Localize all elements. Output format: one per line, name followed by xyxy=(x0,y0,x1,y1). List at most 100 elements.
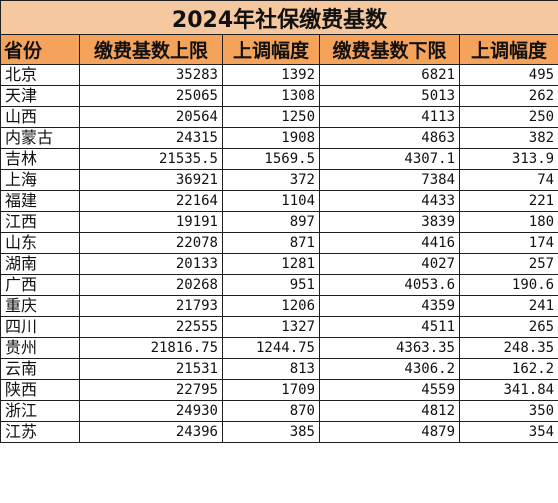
table-row: 四川 22555 1327 4511 265 xyxy=(0,316,558,338)
province-cell: 福建 xyxy=(0,190,80,212)
column-header-province: 省份 xyxy=(0,34,80,65)
province-cell: 贵州 xyxy=(0,337,80,359)
table-row: 天津 25065 1308 5013 262 xyxy=(0,85,558,107)
upper-limit-cell: 35283 xyxy=(79,64,223,86)
lower-increase-cell: 350 xyxy=(458,400,558,422)
upper-increase-cell: 1709 xyxy=(222,379,320,401)
lower-increase-cell: 250 xyxy=(458,106,558,128)
lower-increase-cell: 262 xyxy=(458,85,558,107)
upper-limit-cell: 20133 xyxy=(79,253,223,275)
province-cell: 浙江 xyxy=(0,400,80,422)
upper-limit-cell: 21816.75 xyxy=(79,337,223,359)
upper-limit-cell: 25065 xyxy=(79,85,223,107)
province-cell: 四川 xyxy=(0,316,80,338)
lower-limit-cell: 4359 xyxy=(319,295,460,317)
lower-limit-cell: 4113 xyxy=(319,106,460,128)
column-header-lower-limit: 缴费基数下限 xyxy=(319,34,460,65)
upper-increase-cell: 1244.75 xyxy=(222,337,320,359)
column-header-upper-limit: 缴费基数上限 xyxy=(79,34,223,65)
province-cell: 北京 xyxy=(0,64,80,86)
upper-increase-cell: 372 xyxy=(222,169,320,191)
lower-limit-cell: 4812 xyxy=(319,400,460,422)
upper-increase-cell: 1308 xyxy=(222,85,320,107)
upper-limit-cell: 22795 xyxy=(79,379,223,401)
table-row: 山东 22078 871 4416 174 xyxy=(0,232,558,254)
table-row: 江苏 24396 385 4879 354 xyxy=(0,421,558,443)
upper-limit-cell: 24315 xyxy=(79,127,223,149)
lower-increase-cell: 265 xyxy=(458,316,558,338)
table-row: 江西 19191 897 3839 180 xyxy=(0,211,558,233)
upper-increase-cell: 1569.5 xyxy=(222,148,320,170)
lower-increase-cell: 382 xyxy=(458,127,558,149)
lower-limit-cell: 5013 xyxy=(319,85,460,107)
lower-limit-cell: 4511 xyxy=(319,316,460,338)
province-cell: 山西 xyxy=(0,106,80,128)
table-title: 2024年社保缴费基数 xyxy=(0,0,558,35)
upper-limit-cell: 20268 xyxy=(79,274,223,296)
upper-increase-cell: 1250 xyxy=(222,106,320,128)
province-cell: 内蒙古 xyxy=(0,127,80,149)
upper-increase-cell: 897 xyxy=(222,211,320,233)
social-security-table: 2024年社保缴费基数 省份 缴费基数上限 上调幅度 缴费基数下限 上调幅度 北… xyxy=(0,0,558,443)
province-cell: 湖南 xyxy=(0,253,80,275)
table-row: 上海 36921 372 7384 74 xyxy=(0,169,558,191)
table-row: 贵州 21816.75 1244.75 4363.35 248.35 xyxy=(0,337,558,359)
province-cell: 吉林 xyxy=(0,148,80,170)
lower-increase-cell: 190.6 xyxy=(458,274,558,296)
lower-limit-cell: 4307.1 xyxy=(319,148,460,170)
upper-limit-cell: 22164 xyxy=(79,190,223,212)
upper-increase-cell: 870 xyxy=(222,400,320,422)
upper-limit-cell: 19191 xyxy=(79,211,223,233)
lower-limit-cell: 6821 xyxy=(319,64,460,86)
upper-limit-cell: 36921 xyxy=(79,169,223,191)
upper-increase-cell: 1206 xyxy=(222,295,320,317)
lower-increase-cell: 162.2 xyxy=(458,358,558,380)
table-row: 重庆 21793 1206 4359 241 xyxy=(0,295,558,317)
province-cell: 天津 xyxy=(0,85,80,107)
upper-limit-cell: 24396 xyxy=(79,421,223,443)
upper-limit-cell: 24930 xyxy=(79,400,223,422)
upper-limit-cell: 22555 xyxy=(79,316,223,338)
province-cell: 江西 xyxy=(0,211,80,233)
table-row: 内蒙古 24315 1908 4863 382 xyxy=(0,127,558,149)
lower-increase-cell: 180 xyxy=(458,211,558,233)
upper-limit-cell: 22078 xyxy=(79,232,223,254)
table-row: 云南 21531 813 4306.2 162.2 xyxy=(0,358,558,380)
upper-increase-cell: 1392 xyxy=(222,64,320,86)
province-cell: 云南 xyxy=(0,358,80,380)
lower-limit-cell: 4027 xyxy=(319,253,460,275)
table-row: 吉林 21535.5 1569.5 4307.1 313.9 xyxy=(0,148,558,170)
province-cell: 上海 xyxy=(0,169,80,191)
province-cell: 山东 xyxy=(0,232,80,254)
table-row: 福建 22164 1104 4433 221 xyxy=(0,190,558,212)
upper-increase-cell: 1281 xyxy=(222,253,320,275)
upper-limit-cell: 21531 xyxy=(79,358,223,380)
table-row: 浙江 24930 870 4812 350 xyxy=(0,400,558,422)
table-row: 山西 20564 1250 4113 250 xyxy=(0,106,558,128)
province-cell: 重庆 xyxy=(0,295,80,317)
upper-increase-cell: 1104 xyxy=(222,190,320,212)
upper-limit-cell: 20564 xyxy=(79,106,223,128)
table-row: 湖南 20133 1281 4027 257 xyxy=(0,253,558,275)
lower-limit-cell: 4363.35 xyxy=(319,337,460,359)
upper-limit-cell: 21535.5 xyxy=(79,148,223,170)
lower-increase-cell: 221 xyxy=(458,190,558,212)
lower-limit-cell: 3839 xyxy=(319,211,460,233)
lower-increase-cell: 495 xyxy=(458,64,558,86)
lower-increase-cell: 174 xyxy=(458,232,558,254)
table-body: 北京 35283 1392 6821 495 天津 25065 1308 5013 262 山西 20… xyxy=(0,64,558,443)
lower-limit-cell: 4559 xyxy=(319,379,460,401)
upper-increase-cell: 871 xyxy=(222,232,320,254)
lower-limit-cell: 4416 xyxy=(319,232,460,254)
table-row: 北京 35283 1392 6821 495 xyxy=(0,64,558,86)
lower-limit-cell: 4879 xyxy=(319,421,460,443)
lower-increase-cell: 354 xyxy=(458,421,558,443)
lower-limit-cell: 7384 xyxy=(319,169,460,191)
header-row: 省份 缴费基数上限 上调幅度 缴费基数下限 上调幅度 xyxy=(0,34,558,65)
upper-limit-cell: 21793 xyxy=(79,295,223,317)
upper-increase-cell: 1908 xyxy=(222,127,320,149)
upper-increase-cell: 1327 xyxy=(222,316,320,338)
upper-increase-cell: 385 xyxy=(222,421,320,443)
upper-increase-cell: 813 xyxy=(222,358,320,380)
